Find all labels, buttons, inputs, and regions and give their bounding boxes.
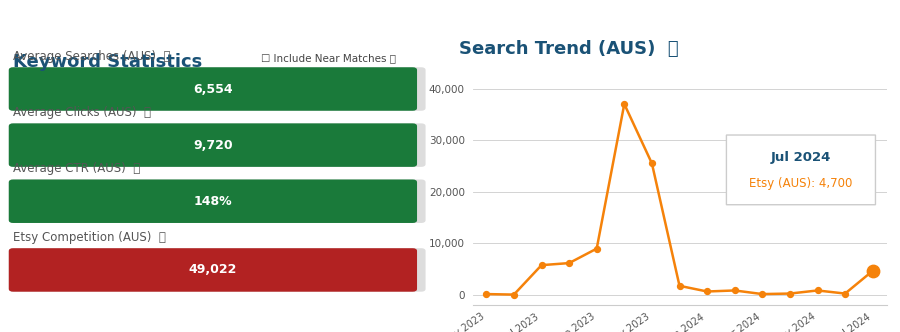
FancyBboxPatch shape [9,248,426,292]
Text: 49,022: 49,022 [188,264,237,277]
Point [617,101,632,107]
Point [507,292,521,297]
Point [755,291,770,297]
Point [866,268,880,274]
Text: Search Trend (AUS)  ⓘ: Search Trend (AUS) ⓘ [459,40,679,58]
FancyBboxPatch shape [9,67,417,111]
Text: Etsy (AUS): 4,700: Etsy (AUS): 4,700 [750,177,852,190]
Point [672,283,687,289]
Point [810,288,824,293]
Text: Jul 2024: Jul 2024 [770,151,831,164]
FancyBboxPatch shape [9,180,426,223]
Point [479,291,493,297]
FancyBboxPatch shape [9,124,426,167]
Point [590,246,604,251]
Text: This keyword has been popular on Etsy over the past week.: This keyword has been popular on Etsy ov… [75,15,453,29]
Text: Average CTR (AUS)  ⓘ: Average CTR (AUS) ⓘ [13,162,140,175]
Text: Etsy Competition (AUS)  ⓘ: Etsy Competition (AUS) ⓘ [13,231,166,244]
FancyBboxPatch shape [9,248,417,292]
FancyBboxPatch shape [9,124,417,167]
Text: Average Clicks (AUS)  ⓘ: Average Clicks (AUS) ⓘ [13,106,151,119]
Text: ☐ Include Near Matches ⓘ: ☐ Include Near Matches ⓘ [261,53,396,63]
Point [838,291,852,296]
Text: Keyword Statistics: Keyword Statistics [13,53,202,71]
Text: Trend Alert:: Trend Alert: [9,15,92,29]
Point [535,263,549,268]
Text: Average Searches (AUS)  ⓘ: Average Searches (AUS) ⓘ [13,50,171,63]
Point [562,260,576,266]
FancyBboxPatch shape [9,180,417,223]
Point [866,268,880,274]
Text: 148%: 148% [194,195,232,208]
FancyBboxPatch shape [726,135,876,205]
Point [644,161,659,166]
Text: 6,554: 6,554 [193,83,232,96]
Point [783,291,797,296]
Point [727,288,742,293]
Point [700,289,715,294]
FancyBboxPatch shape [9,67,426,111]
Text: 9,720: 9,720 [193,139,232,152]
